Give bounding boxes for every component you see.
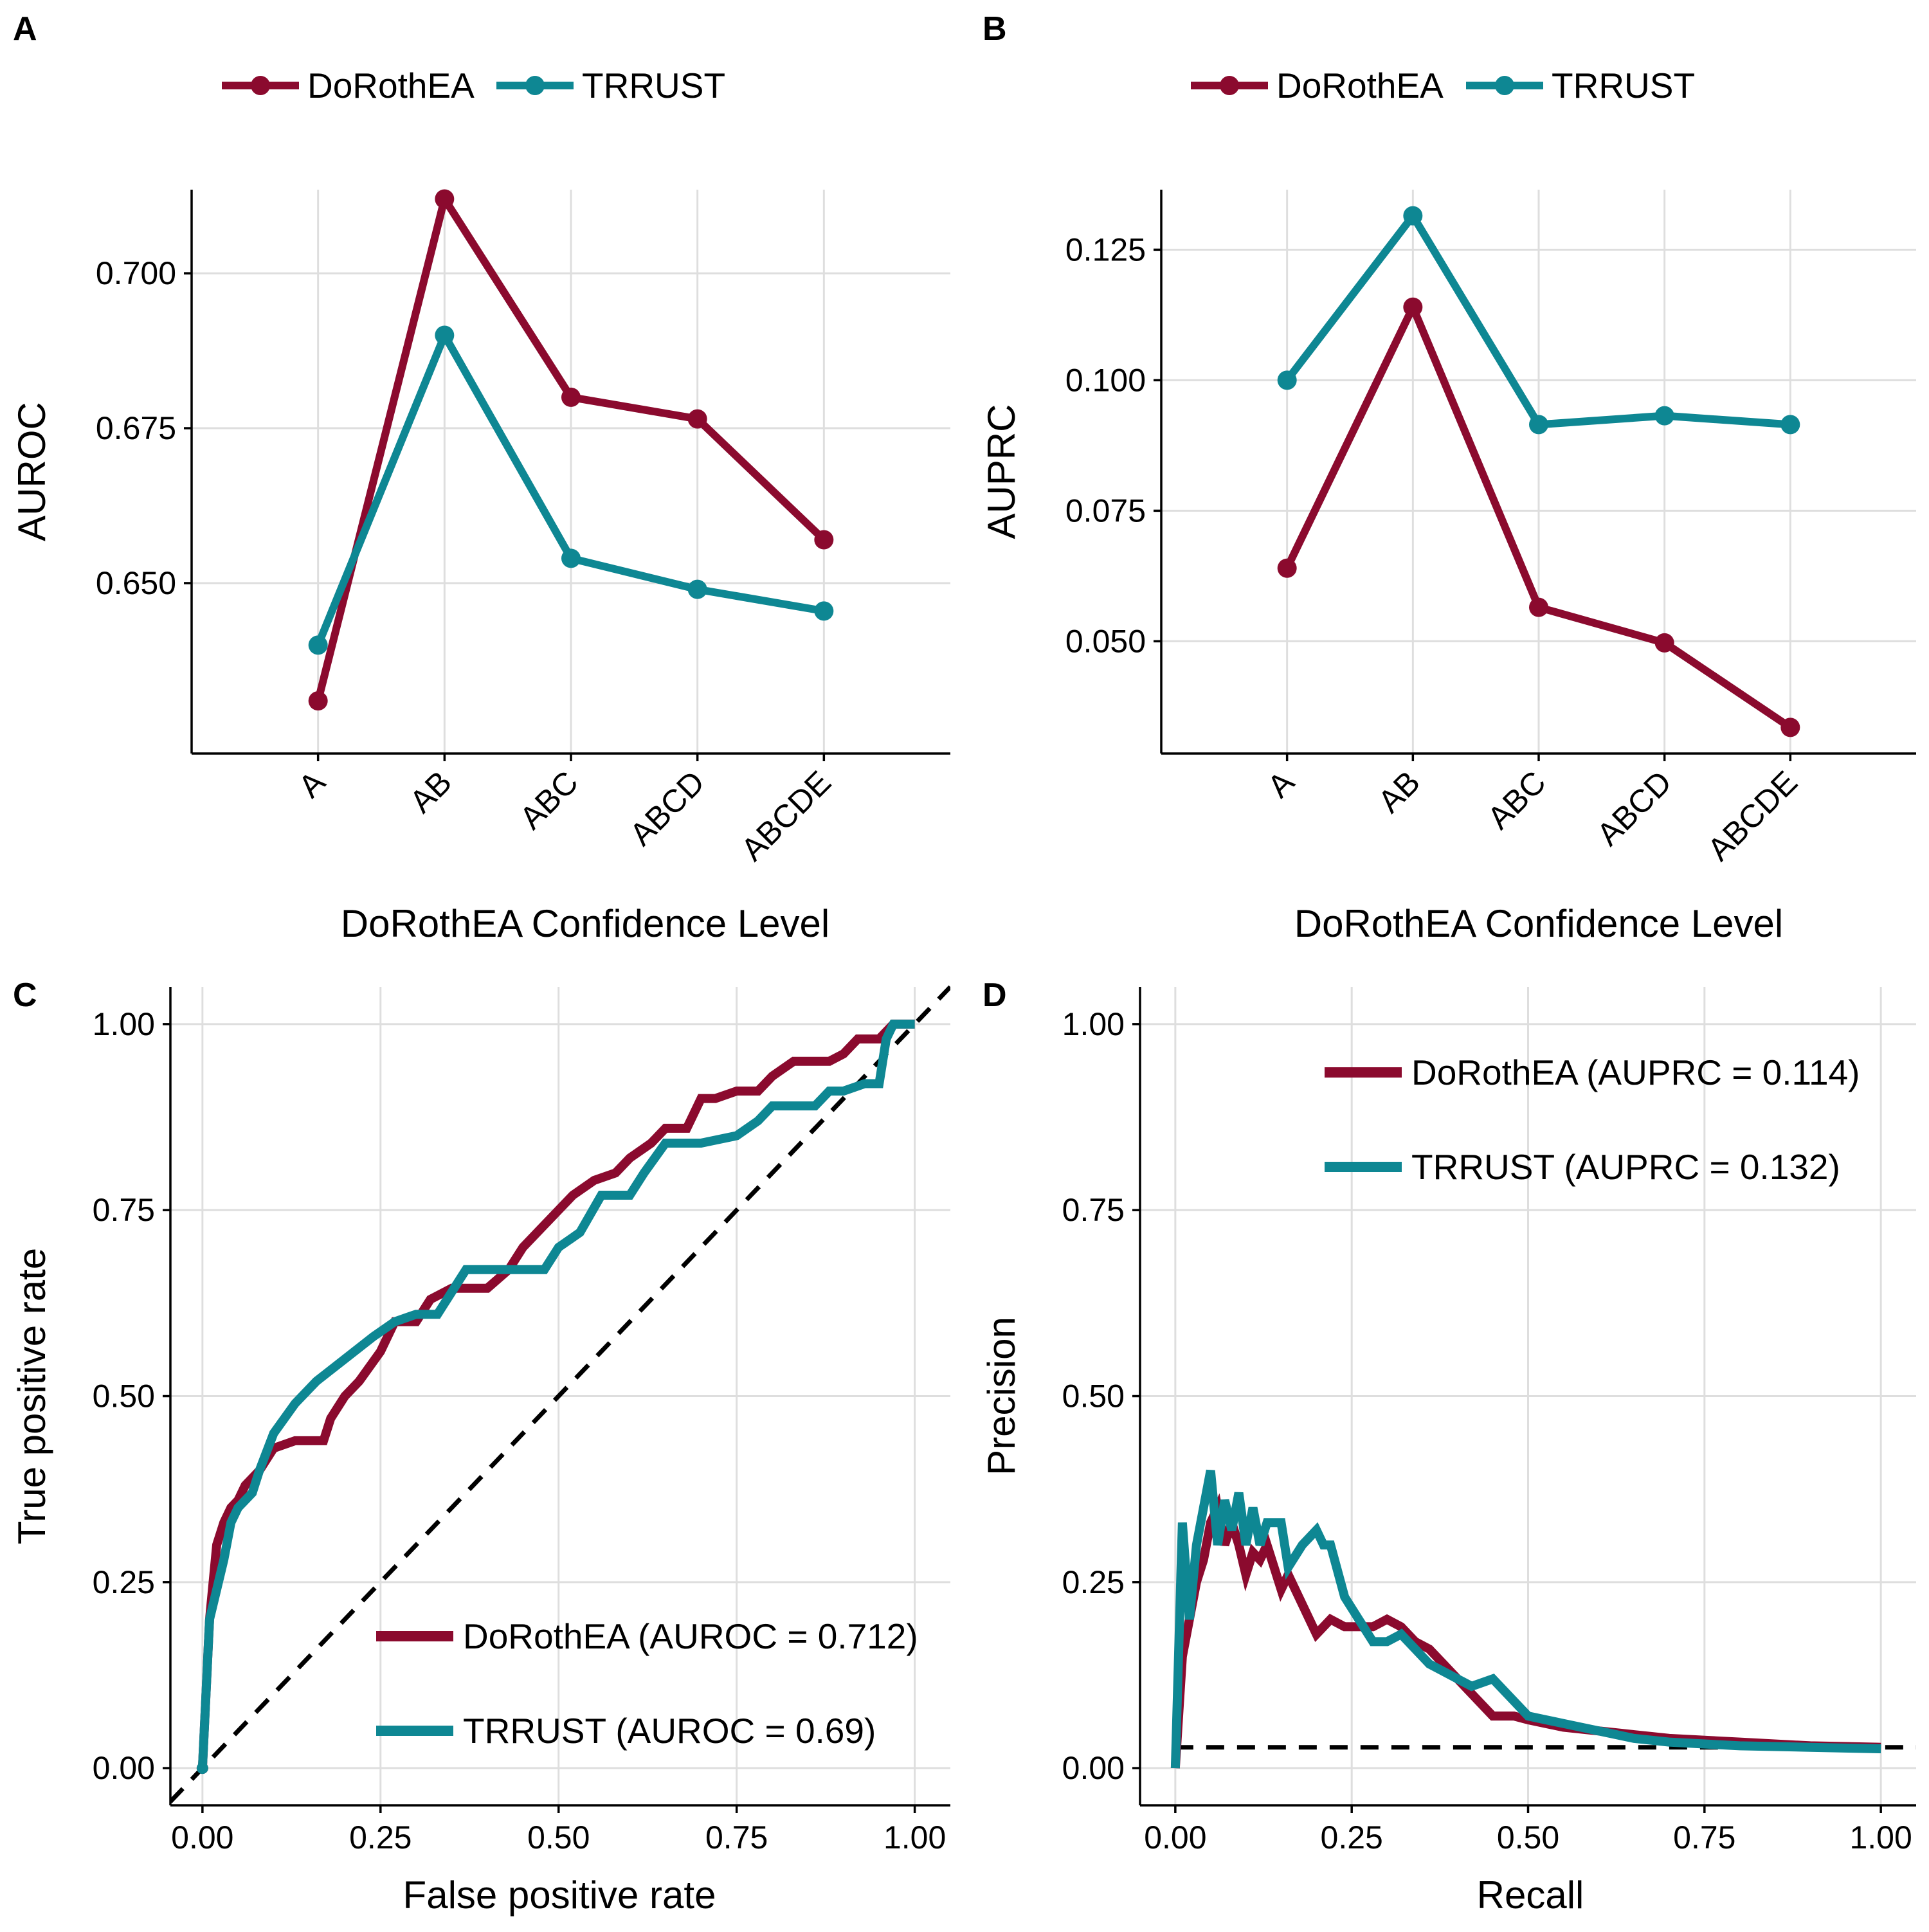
data-point-trrust [1403,206,1423,226]
panel-letter-a: A [13,10,37,48]
panel-a: A 0.650 0.675 0.700 A AB ABC ABCD ABCDE DoRothEA… [10,10,950,945]
panel-c: C 0.00 0.25 0.50 0.75 1.00 0.00 0.25 0.50 0.75 1.… [10,977,950,1917]
x-tick-label: 1.00 [883,1819,946,1855]
y-tick-label: 1.00 [93,1006,155,1042]
y-tick-label: 0.75 [93,1192,155,1228]
legend-label-trrust: TRRUST (AUROC = 0.69) [463,1711,876,1751]
panel-letter-b: B [983,10,1007,48]
y-axis-title: True positive rate [10,1248,53,1544]
x-axis-title: DoRothEA Confidence Level [341,902,830,945]
y-axis-title: AUPRC [980,404,1023,539]
y-tick-label: 0.25 [93,1564,155,1600]
data-point-trrust [308,635,328,655]
y-tick-label: 0.50 [1062,1378,1125,1414]
panel-b: B 0.050 0.075 0.100 0.125 A AB ABC ABCD ABCDE DoR… [980,10,1916,945]
y-tick-label: 1.00 [1062,1006,1125,1042]
data-point-trrust [561,548,581,568]
data-point-trrust [687,579,707,599]
legend-swatch-point-dorothea [251,76,270,95]
x-axis-title: Recall [1477,1873,1584,1917]
data-point-dorothea [1529,597,1548,617]
data-point-trrust [1277,370,1297,390]
data-point-dorothea [561,387,581,407]
x-tick-label: ABCD [623,764,712,853]
legend-label-dorothea: DoRothEA (AUPRC = 0.114) [1411,1052,1860,1092]
y-tick-label: 0.700 [96,255,176,291]
x-tick-label: 0.75 [705,1819,768,1855]
y-tick-label: 0.50 [93,1378,155,1414]
data-point-dorothea [1780,718,1800,737]
x-axis-title: False positive rate [403,1873,716,1917]
x-tick-label: 0.75 [1673,1819,1735,1855]
legend-label-dorothea: DoRothEA [1276,66,1444,105]
y-tick-label: 0.050 [1065,623,1146,659]
x-tick-label: A [1260,764,1301,805]
y-tick-label: 0.00 [93,1750,155,1786]
data-point-trrust [1529,415,1548,435]
legend-label-trrust: TRRUST [1552,66,1695,105]
data-point-trrust [1780,415,1800,435]
x-tick-label: 1.00 [1849,1819,1912,1855]
legend-label-trrust: TRRUST [582,66,725,105]
x-tick-label: ABCDE [734,764,838,867]
y-tick-label: 0.675 [96,410,176,446]
data-point-dorothea [1277,558,1297,578]
x-tick-label: 0.50 [527,1819,590,1855]
x-tick-label: AB [1371,764,1427,820]
x-tick-label: ABC [1480,764,1552,836]
y-tick-label: 0.25 [1062,1564,1125,1600]
y-axis-title: Precision [980,1317,1023,1476]
data-point-trrust [1654,406,1674,426]
y-tick-label: 0.100 [1065,362,1146,398]
x-axis-title: DoRothEA Confidence Level [1294,902,1784,945]
x-tick-label: AB [403,764,458,820]
data-point-dorothea [308,691,328,711]
legend-swatch-point-trrust [525,76,545,95]
x-tick-label: ABC [512,764,584,836]
x-tick-label: 0.25 [1321,1819,1383,1855]
x-tick-label: ABCDE [1701,764,1804,867]
data-point-dorothea [814,530,834,550]
legend-label-dorothea: DoRothEA (AUROC = 0.712) [463,1616,918,1656]
y-tick-label: 0.00 [1062,1750,1125,1786]
legend-label-dorothea: DoRothEA [307,66,475,105]
x-tick-label: A [291,764,332,805]
panel-letter-c: C [13,977,37,1014]
data-point-trrust [435,325,455,345]
series-curve-trrust [1170,1469,1881,1769]
x-tick-label: 0.25 [349,1819,412,1855]
legend-swatch-point-trrust [1495,76,1514,95]
data-point-dorothea [435,189,455,209]
curve-start-point-trrust [196,1762,208,1774]
y-tick-label: 0.075 [1065,492,1146,528]
series-curve-trrust [197,1019,915,1769]
y-axis-title: AUROC [10,402,53,541]
x-tick-label: 0.50 [1497,1819,1559,1855]
legend-label-trrust: TRRUST (AUPRC = 0.132) [1411,1147,1840,1187]
x-tick-label: 0.00 [171,1819,233,1855]
data-point-dorothea [1403,297,1423,317]
x-tick-label: 0.00 [1144,1819,1206,1855]
data-point-dorothea [1654,633,1674,653]
y-tick-label: 0.75 [1062,1192,1125,1228]
data-point-dorothea [687,409,707,429]
reference-diagonal-line [170,985,950,1803]
panel-letter-d: D [983,977,1007,1014]
y-tick-label: 0.650 [96,565,176,601]
y-tick-label: 0.125 [1065,231,1146,267]
data-point-trrust [814,601,834,621]
series-curve-dorothea [197,1019,915,1769]
panel-d: D 0.00 0.25 0.50 0.75 1.00 0.00 0.25 0.50 0.75 1.… [980,977,1916,1917]
legend-swatch-point-dorothea [1220,76,1239,95]
x-tick-label: ABCD [1590,764,1679,853]
